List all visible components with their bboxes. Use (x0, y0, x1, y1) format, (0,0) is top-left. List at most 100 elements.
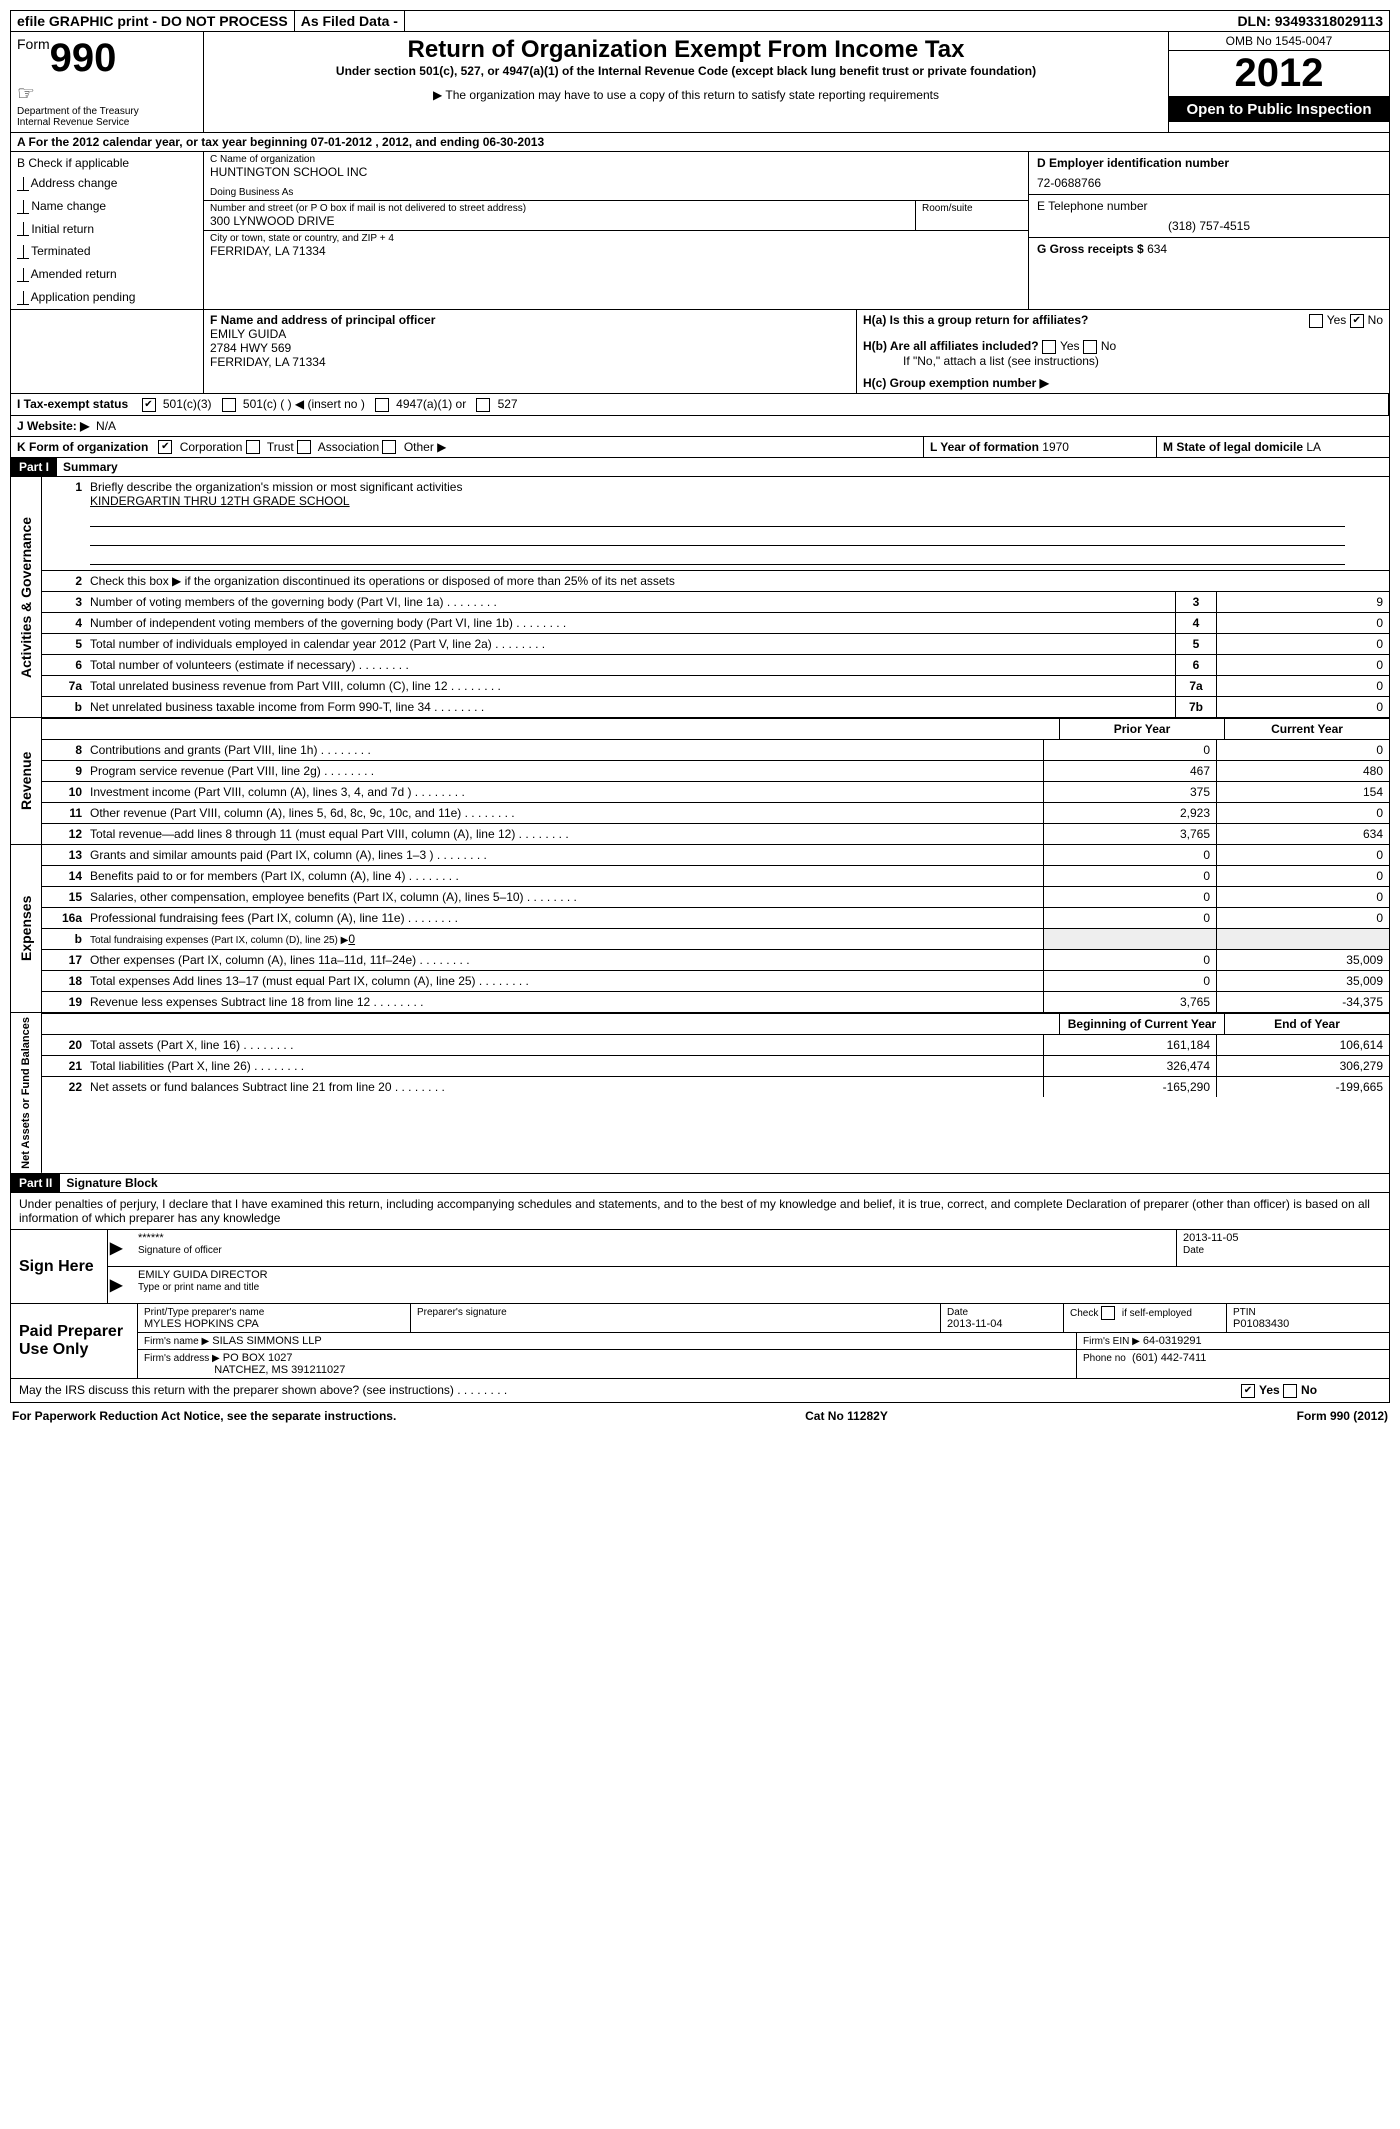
irs: Internal Revenue Service (17, 117, 197, 128)
as-filed: As Filed Data - (295, 11, 405, 31)
line16a-prior: 0 (1043, 908, 1216, 928)
hb-yes[interactable]: Yes (1060, 339, 1080, 353)
line15-desc: Salaries, other compensation, employee b… (90, 890, 524, 904)
line4-desc: Number of independent voting members of … (90, 616, 513, 630)
part1-badge: Part I (11, 458, 57, 476)
city: FERRIDAY, LA 71334 (210, 244, 1022, 258)
firm-addr1: PO BOX 1027 (223, 1352, 293, 1364)
bcd-grid: B Check if applicable Address change Nam… (10, 152, 1390, 310)
col-b: B Check if applicable Address change Nam… (11, 152, 204, 309)
line17-curr: 35,009 (1216, 950, 1389, 970)
ptin: P01083430 (1233, 1318, 1289, 1330)
ha-label: H(a) Is this a group return for affiliat… (863, 313, 1088, 327)
sig-date: 2013-11-05 (1183, 1232, 1238, 1244)
chk-527[interactable]: 527 (498, 397, 518, 411)
sign-here-label: Sign Here (11, 1230, 108, 1303)
line14-desc: Benefits paid to or for members (Part IX… (90, 869, 405, 883)
firm-addr-label: Firm's address ▶ (144, 1353, 220, 1364)
chk-other[interactable]: Other ▶ (404, 440, 447, 454)
chk-corp[interactable]: Corporation (180, 440, 243, 454)
line1-desc: Briefly describe the organization's miss… (90, 480, 462, 494)
sig-name-label: Type or print name and title (138, 1282, 259, 1293)
col-b-label: B Check if applicable (17, 156, 197, 170)
org-name: HUNTINGTON SCHOOL INC (210, 165, 1022, 179)
hb-no[interactable]: No (1101, 339, 1116, 353)
officer-label: F Name and address of principal officer (210, 313, 850, 327)
chk-4947[interactable]: 4947(a)(1) or (396, 397, 466, 411)
part1-title: Summary (57, 458, 1389, 476)
city-label: City or town, state or country, and ZIP … (210, 233, 1022, 244)
chk-assoc[interactable]: Association (318, 440, 379, 454)
row-a-tax-year: A For the 2012 calendar year, or tax yea… (10, 133, 1390, 152)
discuss-text: May the IRS discuss this return with the… (19, 1383, 454, 1397)
line7a-desc: Total unrelated business revenue from Pa… (90, 679, 448, 693)
begin-year-hdr: Beginning of Current Year (1059, 1014, 1224, 1034)
sig-date-label: Date (1183, 1245, 1204, 1256)
room-label: Room/suite (922, 203, 1022, 214)
chk-initial-return[interactable]: Initial return (31, 222, 94, 236)
line13-desc: Grants and similar amounts paid (Part IX… (90, 848, 433, 862)
chk-trust[interactable]: Trust (267, 440, 294, 454)
return-subtitle: Under section 501(c), 527, or 4947(a)(1)… (210, 64, 1162, 78)
firm-phone: (601) 442-7411 (1132, 1352, 1206, 1364)
row-i: I Tax-exempt status ✔ 501(c)(3) 501(c) (… (10, 394, 1390, 416)
officer-name: EMILY GUIDA (210, 327, 850, 341)
netassets-section: Net Assets or Fund Balances Beginning of… (10, 1013, 1390, 1174)
line22-curr: -199,665 (1216, 1077, 1389, 1097)
tax-year: 2012 (1169, 51, 1389, 97)
expenses-vlabel: Expenses (11, 845, 42, 1012)
dept-treasury: Department of the Treasury (17, 106, 197, 117)
line20-curr: 106,614 (1216, 1035, 1389, 1055)
ein-label: D Employer identification number (1037, 156, 1381, 170)
street-label: Number and street (or P O box if mail is… (210, 203, 909, 214)
chk-app-pending[interactable]: Application pending (31, 290, 136, 304)
chk-terminated[interactable]: Terminated (31, 244, 90, 258)
line16a-desc: Professional fundraising fees (Part IX, … (90, 911, 405, 925)
website: N/A (96, 419, 116, 433)
line12-prior: 3,765 (1043, 824, 1216, 844)
street: 300 LYNWOOD DRIVE (210, 214, 909, 228)
part2-badge: Part II (11, 1174, 60, 1192)
line11-desc: Other revenue (Part VIII, column (A), li… (90, 806, 461, 820)
line20-desc: Total assets (Part X, line 16) (90, 1038, 240, 1052)
line10-prior: 375 (1043, 782, 1216, 802)
sign-here-block: Sign Here ▶ ******Signature of officer 2… (10, 1230, 1390, 1304)
line17-prior: 0 (1043, 950, 1216, 970)
firm-label: Firm's name ▶ (144, 1336, 209, 1347)
firm-name: SILAS SIMMONS LLP (212, 1335, 321, 1347)
line5-desc: Total number of individuals employed in … (90, 637, 492, 651)
state-domicile: LA (1306, 440, 1321, 454)
ha-no[interactable]: No (1368, 313, 1383, 327)
chk-501c3[interactable]: 501(c)(3) (163, 397, 212, 411)
perjury-text: Under penalties of perjury, I declare th… (10, 1193, 1390, 1230)
footer-right: Form 990 (2012) (1297, 1409, 1388, 1423)
line9-curr: 480 (1216, 761, 1389, 781)
form-org-label: K Form of organization (17, 440, 148, 454)
officer-addr1: 2784 HWY 569 (210, 341, 850, 355)
return-note: ▶ The organization may have to use a cop… (210, 88, 1162, 102)
revenue-vlabel: Revenue (11, 718, 42, 844)
firm-ein: 64-0319291 (1143, 1335, 1202, 1347)
line19-desc: Revenue less expenses Subtract line 18 f… (90, 995, 370, 1009)
preparer-date: 2013-11-04 (947, 1318, 1002, 1330)
chk-name-change[interactable]: Name change (31, 199, 106, 213)
line14-curr: 0 (1216, 866, 1389, 886)
line13-curr: 0 (1216, 845, 1389, 865)
org-name-label: C Name of organization (210, 154, 1022, 165)
website-label: J Website: ▶ (17, 419, 89, 433)
line7b-desc: Net unrelated business taxable income fr… (90, 700, 431, 714)
chk-amended[interactable]: Amended return (31, 267, 117, 281)
firm-addr2: NATCHEZ, MS 391211027 (214, 1364, 345, 1376)
efile-notice: efile GRAPHIC print - DO NOT PROCESS (11, 11, 295, 31)
chk-501c[interactable]: 501(c) ( ) ◀ (insert no ) (243, 397, 365, 411)
dba-label: Doing Business As (210, 187, 1022, 198)
ha-yes[interactable]: Yes (1327, 313, 1347, 327)
line19-curr: -34,375 (1216, 992, 1389, 1012)
activities-vlabel: Activities & Governance (11, 477, 42, 717)
sig-stars: ****** (138, 1232, 164, 1244)
lineb-desc: Total fundraising expenses (Part IX, col… (90, 935, 348, 946)
year-formation: 1970 (1042, 440, 1069, 454)
chk-address-change[interactable]: Address change (31, 176, 118, 190)
line10-desc: Investment income (Part VIII, column (A)… (90, 785, 411, 799)
activities-section: Activities & Governance 1 Briefly descri… (10, 477, 1390, 718)
